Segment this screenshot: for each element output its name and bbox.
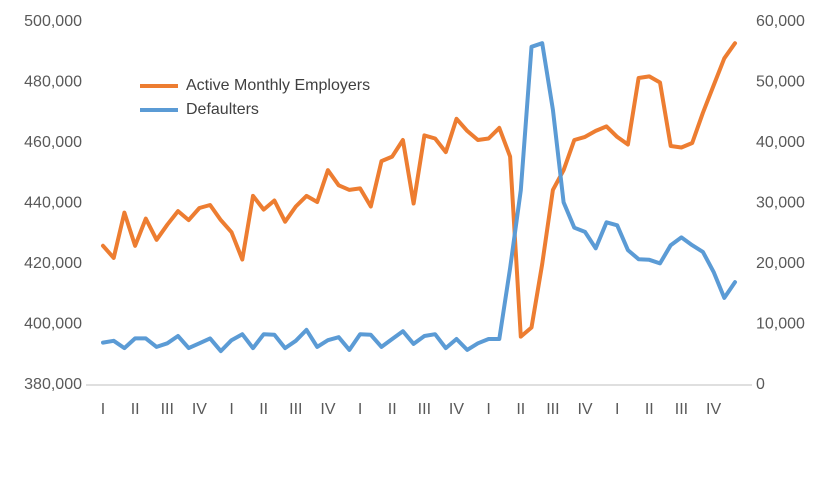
x-tick-label: IV bbox=[320, 401, 335, 418]
x-tick-label: III bbox=[675, 401, 688, 418]
y-tick-label: 400,000 bbox=[24, 316, 82, 333]
x-tick-label: IV bbox=[449, 401, 464, 418]
x-tick-label: I bbox=[101, 401, 105, 418]
y2-tick-label: 40,000 bbox=[756, 134, 805, 151]
y-tick-label: 480,000 bbox=[24, 74, 82, 91]
x-tick-label: III bbox=[546, 401, 559, 418]
x-tick-label: III bbox=[418, 401, 431, 418]
x-tick-label: III bbox=[289, 401, 302, 418]
x-tick-label: II bbox=[259, 401, 268, 418]
y-tick-label: 440,000 bbox=[24, 195, 82, 212]
y-tick-label: 500,000 bbox=[24, 13, 82, 30]
x-tick-label: II bbox=[516, 401, 525, 418]
y2-tick-label: 20,000 bbox=[756, 255, 805, 272]
x-tick-label: III bbox=[161, 401, 174, 418]
series-line bbox=[101, 41, 737, 354]
x-tick-label: IV bbox=[192, 401, 207, 418]
x-tick-label: II bbox=[388, 401, 397, 418]
y2-tick-label: 50,000 bbox=[756, 74, 805, 91]
y-tick-label: 460,000 bbox=[24, 134, 82, 151]
y2-tick-label: 60,000 bbox=[756, 13, 805, 30]
x-tick-label: II bbox=[645, 401, 654, 418]
x-tick-label: IV bbox=[706, 401, 721, 418]
x-tick-label: II bbox=[131, 401, 140, 418]
x-tick-label: I bbox=[229, 401, 233, 418]
legend-label: Defaulters bbox=[186, 101, 259, 118]
y2-tick-label: 0 bbox=[756, 376, 765, 393]
y-tick-label: 420,000 bbox=[24, 255, 82, 272]
x-tick-label: IV bbox=[577, 401, 592, 418]
x-tick-label: I bbox=[486, 401, 490, 418]
y2-tick-label: 10,000 bbox=[756, 316, 805, 333]
y2-tick-label: 30,000 bbox=[756, 195, 805, 212]
x-tick-label: I bbox=[615, 401, 619, 418]
legend-label: Active Monthly Employers bbox=[186, 77, 370, 94]
x-tick-label: I bbox=[358, 401, 362, 418]
y-tick-label: 380,000 bbox=[24, 376, 82, 393]
series-line bbox=[101, 41, 737, 339]
